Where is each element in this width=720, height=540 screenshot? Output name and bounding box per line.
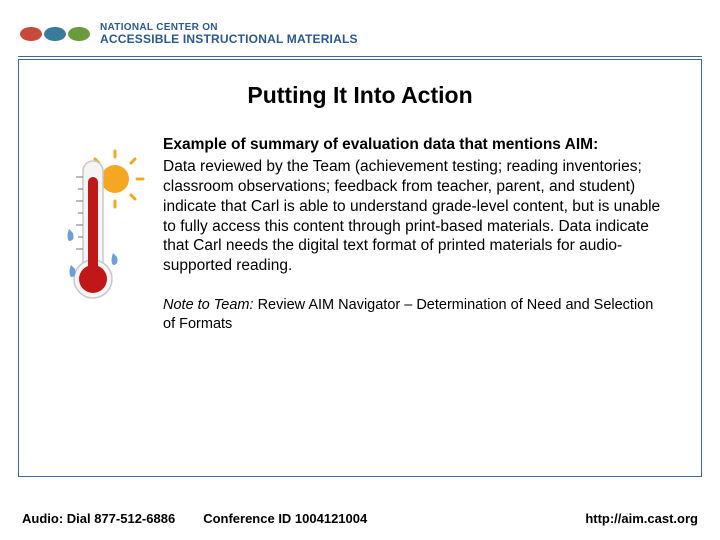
footer-conference-id: Conference ID 1004121004 — [203, 511, 367, 526]
body-row: Example of summary of evaluation data th… — [53, 135, 667, 333]
summary-body: Data reviewed by the Team (achievement t… — [163, 157, 667, 276]
oval-green — [68, 27, 90, 41]
oval-blue — [44, 27, 66, 41]
oval-red — [20, 27, 42, 41]
footer-url: http://aim.cast.org — [585, 511, 698, 526]
org-line2: ACCESSIBLE INSTRUCTIONAL MATERIALS — [100, 33, 358, 46]
note-to-team: Note to Team: Review AIM Navigator – Det… — [163, 296, 667, 334]
slide-title: Putting It Into Action — [53, 82, 667, 109]
header-rule — [18, 56, 702, 57]
text-column: Example of summary of evaluation data th… — [163, 135, 667, 333]
header: NATIONAL CENTER ON ACCESSIBLE INSTRUCTIO… — [0, 0, 720, 56]
note-label: Note to Team: — [163, 297, 254, 313]
thermometer-icon — [53, 149, 145, 309]
org-name: NATIONAL CENTER ON ACCESSIBLE INSTRUCTIO… — [100, 22, 358, 46]
content-frame: Putting It Into Action — [18, 59, 702, 477]
footer: Audio: Dial 877-512-6886 Conference ID 1… — [0, 511, 720, 526]
summary-lead: Example of summary of evaluation data th… — [163, 135, 667, 155]
thermometer-graphic — [53, 135, 145, 309]
logo-ovals — [20, 27, 90, 41]
footer-audio: Audio: Dial 877-512-6886 — [22, 511, 175, 526]
